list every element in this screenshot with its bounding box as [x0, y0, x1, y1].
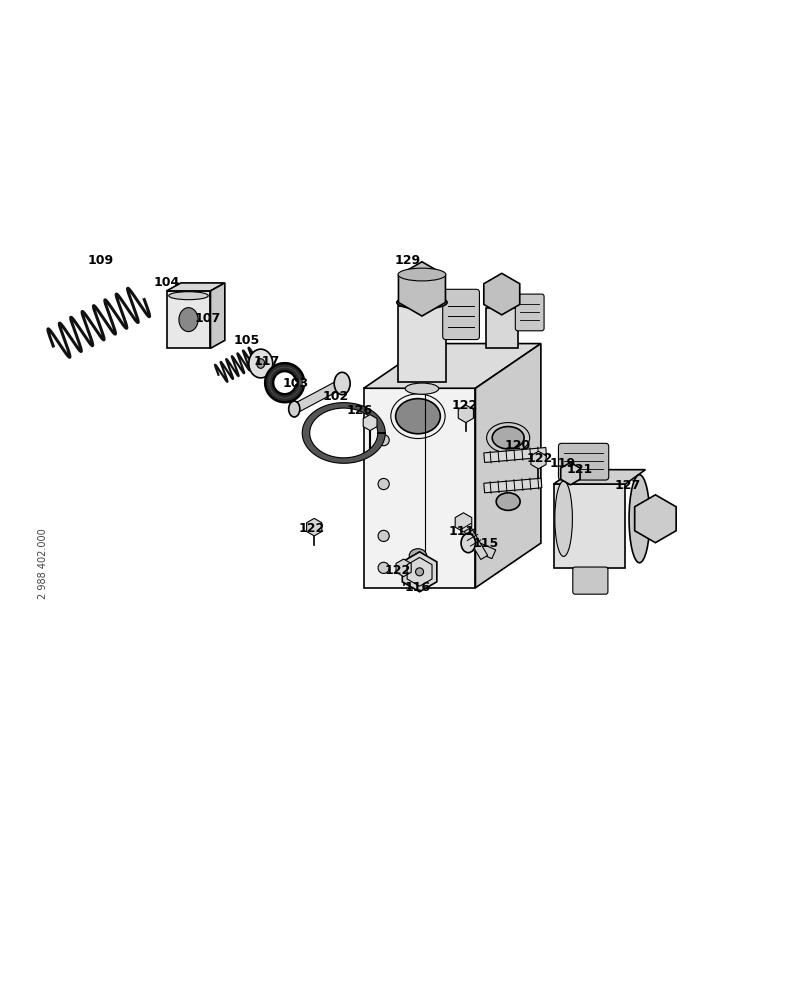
Text: 105: 105 — [233, 334, 260, 347]
Ellipse shape — [629, 475, 649, 563]
Polygon shape — [397, 306, 445, 382]
Text: 117: 117 — [253, 355, 279, 368]
Text: 109: 109 — [88, 254, 114, 267]
FancyBboxPatch shape — [572, 567, 607, 594]
Polygon shape — [483, 448, 546, 462]
Polygon shape — [483, 478, 541, 493]
Text: 129: 129 — [394, 254, 420, 267]
Polygon shape — [460, 520, 487, 559]
Ellipse shape — [415, 568, 423, 576]
Text: 121: 121 — [566, 463, 592, 476]
Ellipse shape — [334, 372, 350, 395]
Text: 126: 126 — [346, 404, 372, 417]
Text: 127: 127 — [614, 479, 640, 492]
Polygon shape — [210, 283, 225, 348]
Text: 115: 115 — [472, 537, 498, 550]
Ellipse shape — [496, 493, 520, 510]
Ellipse shape — [554, 481, 572, 556]
Text: 119: 119 — [549, 457, 575, 470]
Ellipse shape — [378, 435, 388, 446]
Polygon shape — [166, 283, 225, 291]
Text: 111: 111 — [448, 525, 474, 538]
Polygon shape — [363, 344, 540, 388]
Polygon shape — [363, 388, 475, 588]
Text: 122: 122 — [298, 522, 324, 535]
Ellipse shape — [289, 401, 299, 417]
Polygon shape — [292, 379, 344, 413]
Ellipse shape — [461, 534, 475, 553]
Polygon shape — [302, 403, 384, 463]
Text: 122: 122 — [384, 564, 410, 577]
Polygon shape — [166, 291, 210, 348]
Text: 107: 107 — [195, 312, 221, 325]
Ellipse shape — [491, 427, 523, 449]
Ellipse shape — [397, 268, 445, 281]
Ellipse shape — [256, 359, 264, 368]
Ellipse shape — [378, 478, 388, 490]
Ellipse shape — [378, 530, 388, 542]
Text: 116: 116 — [404, 581, 430, 594]
FancyBboxPatch shape — [515, 294, 543, 331]
Polygon shape — [466, 539, 495, 559]
Ellipse shape — [409, 549, 427, 563]
Ellipse shape — [378, 562, 388, 573]
Text: 122: 122 — [526, 452, 552, 465]
FancyBboxPatch shape — [442, 289, 478, 340]
Ellipse shape — [397, 296, 447, 309]
Ellipse shape — [178, 308, 198, 332]
Polygon shape — [553, 484, 624, 568]
Polygon shape — [266, 364, 303, 401]
Text: 120: 120 — [504, 439, 530, 452]
Ellipse shape — [248, 349, 272, 378]
Text: 102: 102 — [322, 390, 349, 403]
Text: 122: 122 — [452, 399, 478, 412]
Polygon shape — [553, 470, 645, 484]
Ellipse shape — [395, 399, 440, 434]
Polygon shape — [475, 344, 540, 588]
Ellipse shape — [169, 292, 208, 300]
Polygon shape — [485, 308, 517, 348]
Text: 2 988 402.000: 2 988 402.000 — [38, 528, 48, 599]
Text: 104: 104 — [153, 276, 179, 289]
FancyBboxPatch shape — [558, 443, 608, 480]
Ellipse shape — [405, 383, 438, 394]
Text: 103: 103 — [282, 377, 308, 390]
